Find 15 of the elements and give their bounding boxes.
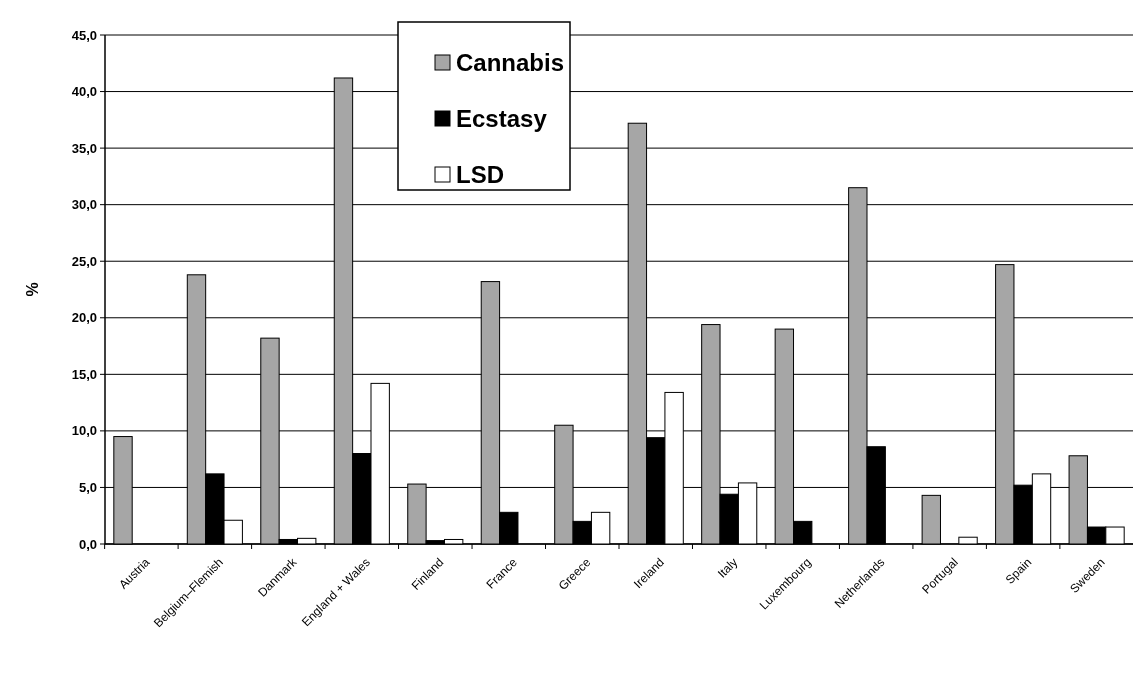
y-tick-label: 40,0 — [71, 84, 97, 100]
legend-label: LSD — [456, 161, 504, 189]
y-tick-label: 0,0 — [78, 536, 97, 552]
y-tick-label: 25,0 — [71, 253, 97, 269]
y-tick-label: 10,0 — [71, 423, 97, 439]
legend-label: Ecstasy — [456, 105, 548, 133]
y-tick-label: 20,0 — [71, 310, 97, 326]
y-tick-label: 35,0 — [71, 140, 97, 156]
y-tick-label: 45,0 — [71, 27, 97, 43]
y-axis-title: % — [24, 282, 41, 297]
y-tick-label: 30,0 — [71, 197, 97, 213]
y-tick-label: 5,0 — [78, 479, 97, 495]
legend-label: Cannabis — [456, 49, 565, 77]
y-tick-label: 15,0 — [71, 366, 97, 382]
x-tick-label: Italy — [714, 555, 741, 581]
